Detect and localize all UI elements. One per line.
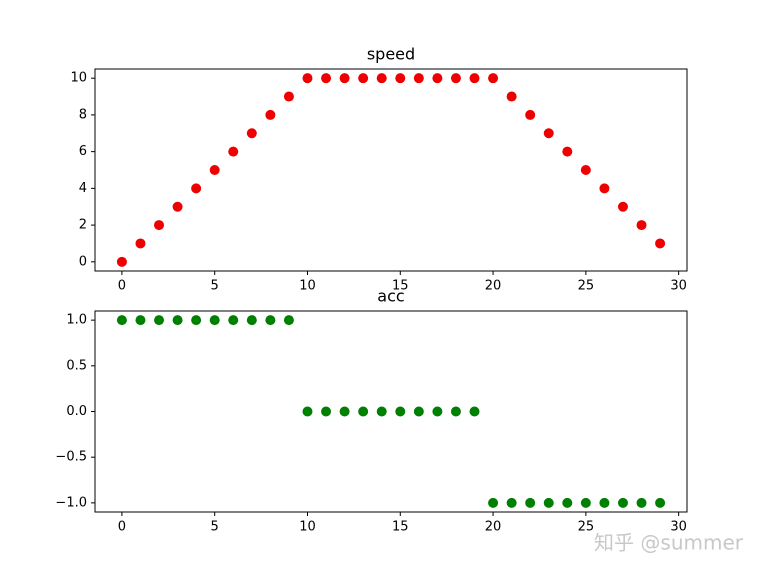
point: [228, 146, 239, 157]
point: [339, 406, 350, 417]
point: [413, 406, 424, 417]
x-tick-label: 20: [485, 279, 502, 294]
point: [154, 315, 165, 326]
point: [636, 497, 647, 508]
chart-title: acc: [377, 287, 404, 306]
x-tick-label: 30: [670, 520, 687, 535]
x-tick-label: 25: [578, 279, 595, 294]
y-tick-label: 4: [79, 181, 87, 196]
x-tick-label: 5: [211, 520, 219, 535]
point: [488, 497, 499, 508]
point: [395, 406, 406, 417]
point: [506, 91, 517, 102]
point: [265, 109, 276, 120]
y-tick-label: 0.5: [66, 358, 87, 373]
chart-title: speed: [367, 45, 415, 64]
point: [246, 128, 257, 139]
point: [580, 165, 591, 175]
point: [562, 497, 573, 508]
point: [358, 73, 369, 84]
point: [376, 406, 387, 417]
point: [562, 146, 573, 157]
x-tick-label: 0: [118, 279, 126, 294]
x-tick-label: 25: [578, 520, 595, 535]
point: [339, 73, 350, 84]
point: [432, 73, 443, 84]
point: [376, 73, 387, 84]
point: [265, 315, 276, 326]
point: [302, 73, 313, 84]
x-tick-label: 5: [211, 279, 219, 294]
y-tick-label: 0: [79, 254, 87, 269]
point: [580, 497, 591, 508]
point: [191, 315, 202, 326]
point: [469, 73, 480, 84]
point: [432, 406, 443, 417]
point: [209, 165, 220, 175]
point: [395, 73, 406, 84]
point: [543, 497, 554, 508]
y-tick-label: 8: [79, 107, 87, 122]
x-tick-label: 0: [118, 520, 126, 535]
point: [636, 220, 647, 231]
point: [655, 497, 666, 508]
axes-frame: [94, 310, 688, 513]
point: [116, 315, 127, 326]
point: [302, 406, 313, 417]
axes-frame: [94, 68, 688, 272]
point: [209, 315, 220, 326]
x-tick-label: 10: [299, 279, 316, 294]
point: [172, 315, 183, 326]
point: [321, 406, 332, 417]
point: [321, 73, 332, 84]
point: [469, 406, 480, 417]
point: [617, 201, 628, 212]
y-tick-label: 2: [79, 218, 87, 233]
y-tick-label: 10: [70, 71, 87, 86]
x-tick-label: 15: [392, 520, 409, 535]
point: [358, 406, 369, 417]
point: [599, 183, 610, 194]
point: [135, 238, 146, 249]
point: [450, 73, 461, 84]
point: [135, 315, 146, 326]
y-tick-label: −0.5: [55, 450, 87, 465]
watermark: 知乎 @summer: [594, 531, 744, 555]
y-tick-label: 0.0: [66, 404, 87, 419]
y-tick-label: 1.0: [66, 313, 87, 328]
point: [154, 220, 165, 231]
point: [191, 183, 202, 194]
point: [228, 315, 239, 326]
point: [599, 497, 610, 508]
point: [488, 73, 499, 84]
point: [283, 91, 294, 102]
point: [506, 497, 517, 508]
point: [116, 256, 127, 267]
y-tick-label: −1.0: [55, 495, 87, 510]
point: [525, 109, 536, 120]
x-tick-label: 20: [485, 520, 502, 535]
x-tick-label: 10: [299, 520, 316, 535]
point: [246, 315, 257, 326]
point: [172, 201, 183, 212]
x-tick-label: 15: [392, 279, 409, 294]
point: [617, 497, 628, 508]
point: [525, 497, 536, 508]
point: [413, 73, 424, 84]
point: [655, 238, 666, 249]
y-tick-label: 6: [79, 144, 87, 159]
x-tick-label: 30: [670, 279, 687, 294]
point: [543, 128, 554, 139]
point: [283, 315, 294, 326]
point: [450, 406, 461, 417]
